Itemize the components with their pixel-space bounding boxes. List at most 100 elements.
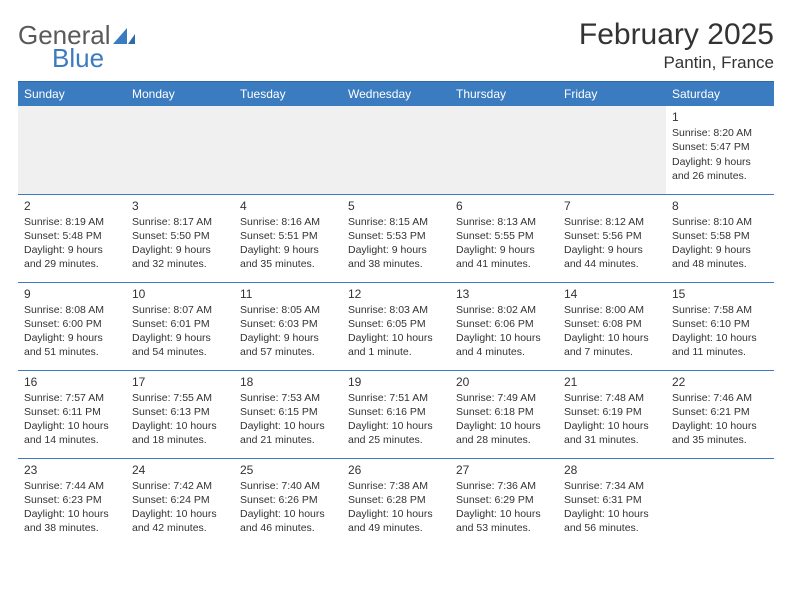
daylight-text: and 29 minutes. xyxy=(24,257,120,271)
day-cell: 16 Sunrise: 7:57 AM Sunset: 6:11 PM Dayl… xyxy=(18,370,126,458)
sunset-text: Sunset: 6:03 PM xyxy=(240,317,336,331)
day-cell: 5 Sunrise: 8:15 AM Sunset: 5:53 PM Dayli… xyxy=(342,194,450,282)
sunrise-text: Sunrise: 8:12 AM xyxy=(564,215,660,229)
daylight-text: Daylight: 10 hours xyxy=(132,507,228,521)
daylight-text: Daylight: 10 hours xyxy=(456,419,552,433)
day-number: 4 xyxy=(240,198,336,214)
day-number: 1 xyxy=(672,109,768,125)
daylight-text: and 26 minutes. xyxy=(672,169,768,183)
day-cell: 20 Sunrise: 7:49 AM Sunset: 6:18 PM Dayl… xyxy=(450,370,558,458)
daylight-text: and 28 minutes. xyxy=(456,433,552,447)
day-cell: 11 Sunrise: 8:05 AM Sunset: 6:03 PM Dayl… xyxy=(234,282,342,370)
daylight-text: Daylight: 10 hours xyxy=(240,419,336,433)
week-row: 16 Sunrise: 7:57 AM Sunset: 6:11 PM Dayl… xyxy=(18,370,774,458)
day-number: 17 xyxy=(132,374,228,390)
sunrise-text: Sunrise: 7:55 AM xyxy=(132,391,228,405)
sunrise-text: Sunrise: 7:44 AM xyxy=(24,479,120,493)
sunrise-text: Sunrise: 7:42 AM xyxy=(132,479,228,493)
sunrise-text: Sunrise: 7:34 AM xyxy=(564,479,660,493)
sunset-text: Sunset: 6:00 PM xyxy=(24,317,120,331)
day-cell: 8 Sunrise: 8:10 AM Sunset: 5:58 PM Dayli… xyxy=(666,194,774,282)
day-cell: 1 Sunrise: 8:20 AM Sunset: 5:47 PM Dayli… xyxy=(666,106,774,194)
sunrise-text: Sunrise: 8:17 AM xyxy=(132,215,228,229)
location-text: Pantin, France xyxy=(579,53,774,73)
sunrise-text: Sunrise: 8:08 AM xyxy=(24,303,120,317)
month-title: February 2025 xyxy=(579,18,774,51)
day-number: 16 xyxy=(24,374,120,390)
day-number: 10 xyxy=(132,286,228,302)
sunrise-text: Sunrise: 8:13 AM xyxy=(456,215,552,229)
weekday-header: Tuesday xyxy=(234,82,342,107)
weekday-header: Sunday xyxy=(18,82,126,107)
sunrise-text: Sunrise: 8:02 AM xyxy=(456,303,552,317)
sunset-text: Sunset: 5:47 PM xyxy=(672,140,768,154)
daylight-text: Daylight: 9 hours xyxy=(672,155,768,169)
header: General Blue February 2025 Pantin, Franc… xyxy=(18,18,774,73)
daylight-text: Daylight: 10 hours xyxy=(24,507,120,521)
daylight-text: and 48 minutes. xyxy=(672,257,768,271)
day-cell: 2 Sunrise: 8:19 AM Sunset: 5:48 PM Dayli… xyxy=(18,194,126,282)
daylight-text: and 41 minutes. xyxy=(456,257,552,271)
day-cell: 18 Sunrise: 7:53 AM Sunset: 6:15 PM Dayl… xyxy=(234,370,342,458)
sunrise-text: Sunrise: 7:49 AM xyxy=(456,391,552,405)
sunset-text: Sunset: 6:15 PM xyxy=(240,405,336,419)
sunset-text: Sunset: 5:50 PM xyxy=(132,229,228,243)
sunset-text: Sunset: 6:16 PM xyxy=(348,405,444,419)
sunset-text: Sunset: 6:06 PM xyxy=(456,317,552,331)
sunrise-text: Sunrise: 8:15 AM xyxy=(348,215,444,229)
sunset-text: Sunset: 6:13 PM xyxy=(132,405,228,419)
sail-icon xyxy=(113,26,135,49)
sunset-text: Sunset: 6:08 PM xyxy=(564,317,660,331)
daylight-text: Daylight: 10 hours xyxy=(672,419,768,433)
day-cell: 12 Sunrise: 8:03 AM Sunset: 6:05 PM Dayl… xyxy=(342,282,450,370)
day-number: 11 xyxy=(240,286,336,302)
daylight-text: and 4 minutes. xyxy=(456,345,552,359)
sunrise-text: Sunrise: 7:48 AM xyxy=(564,391,660,405)
day-number: 25 xyxy=(240,462,336,478)
sunrise-text: Sunrise: 8:10 AM xyxy=(672,215,768,229)
day-cell: 26 Sunrise: 7:38 AM Sunset: 6:28 PM Dayl… xyxy=(342,458,450,546)
day-number: 23 xyxy=(24,462,120,478)
day-number: 6 xyxy=(456,198,552,214)
sunrise-text: Sunrise: 7:57 AM xyxy=(24,391,120,405)
day-cell: 19 Sunrise: 7:51 AM Sunset: 6:16 PM Dayl… xyxy=(342,370,450,458)
daylight-text: and 42 minutes. xyxy=(132,521,228,535)
sunrise-text: Sunrise: 8:00 AM xyxy=(564,303,660,317)
day-cell: 15 Sunrise: 7:58 AM Sunset: 6:10 PM Dayl… xyxy=(666,282,774,370)
week-row: 1 Sunrise: 8:20 AM Sunset: 5:47 PM Dayli… xyxy=(18,106,774,194)
sunset-text: Sunset: 6:24 PM xyxy=(132,493,228,507)
daylight-text: and 18 minutes. xyxy=(132,433,228,447)
sunset-text: Sunset: 6:21 PM xyxy=(672,405,768,419)
sunrise-text: Sunrise: 8:05 AM xyxy=(240,303,336,317)
sunset-text: Sunset: 5:58 PM xyxy=(672,229,768,243)
daylight-text: Daylight: 10 hours xyxy=(456,331,552,345)
weekday-header: Saturday xyxy=(666,82,774,107)
day-cell: 17 Sunrise: 7:55 AM Sunset: 6:13 PM Dayl… xyxy=(126,370,234,458)
daylight-text: and 25 minutes. xyxy=(348,433,444,447)
daylight-text: Daylight: 9 hours xyxy=(240,331,336,345)
sunset-text: Sunset: 6:11 PM xyxy=(24,405,120,419)
empty-cell xyxy=(342,106,450,194)
brand-line2: Blue xyxy=(18,45,104,71)
week-row: 23 Sunrise: 7:44 AM Sunset: 6:23 PM Dayl… xyxy=(18,458,774,546)
daylight-text: and 51 minutes. xyxy=(24,345,120,359)
daylight-text: and 14 minutes. xyxy=(24,433,120,447)
daylight-text: Daylight: 9 hours xyxy=(24,243,120,257)
empty-cell xyxy=(450,106,558,194)
sunrise-text: Sunrise: 7:51 AM xyxy=(348,391,444,405)
daylight-text: Daylight: 9 hours xyxy=(240,243,336,257)
day-number: 18 xyxy=(240,374,336,390)
day-number: 27 xyxy=(456,462,552,478)
daylight-text: Daylight: 9 hours xyxy=(672,243,768,257)
day-number: 12 xyxy=(348,286,444,302)
daylight-text: and 21 minutes. xyxy=(240,433,336,447)
sunrise-text: Sunrise: 7:58 AM xyxy=(672,303,768,317)
daylight-text: Daylight: 10 hours xyxy=(564,507,660,521)
day-number: 2 xyxy=(24,198,120,214)
day-number: 3 xyxy=(132,198,228,214)
sunset-text: Sunset: 6:01 PM xyxy=(132,317,228,331)
day-cell: 23 Sunrise: 7:44 AM Sunset: 6:23 PM Dayl… xyxy=(18,458,126,546)
empty-cell xyxy=(126,106,234,194)
sunset-text: Sunset: 6:10 PM xyxy=(672,317,768,331)
sunset-text: Sunset: 6:05 PM xyxy=(348,317,444,331)
